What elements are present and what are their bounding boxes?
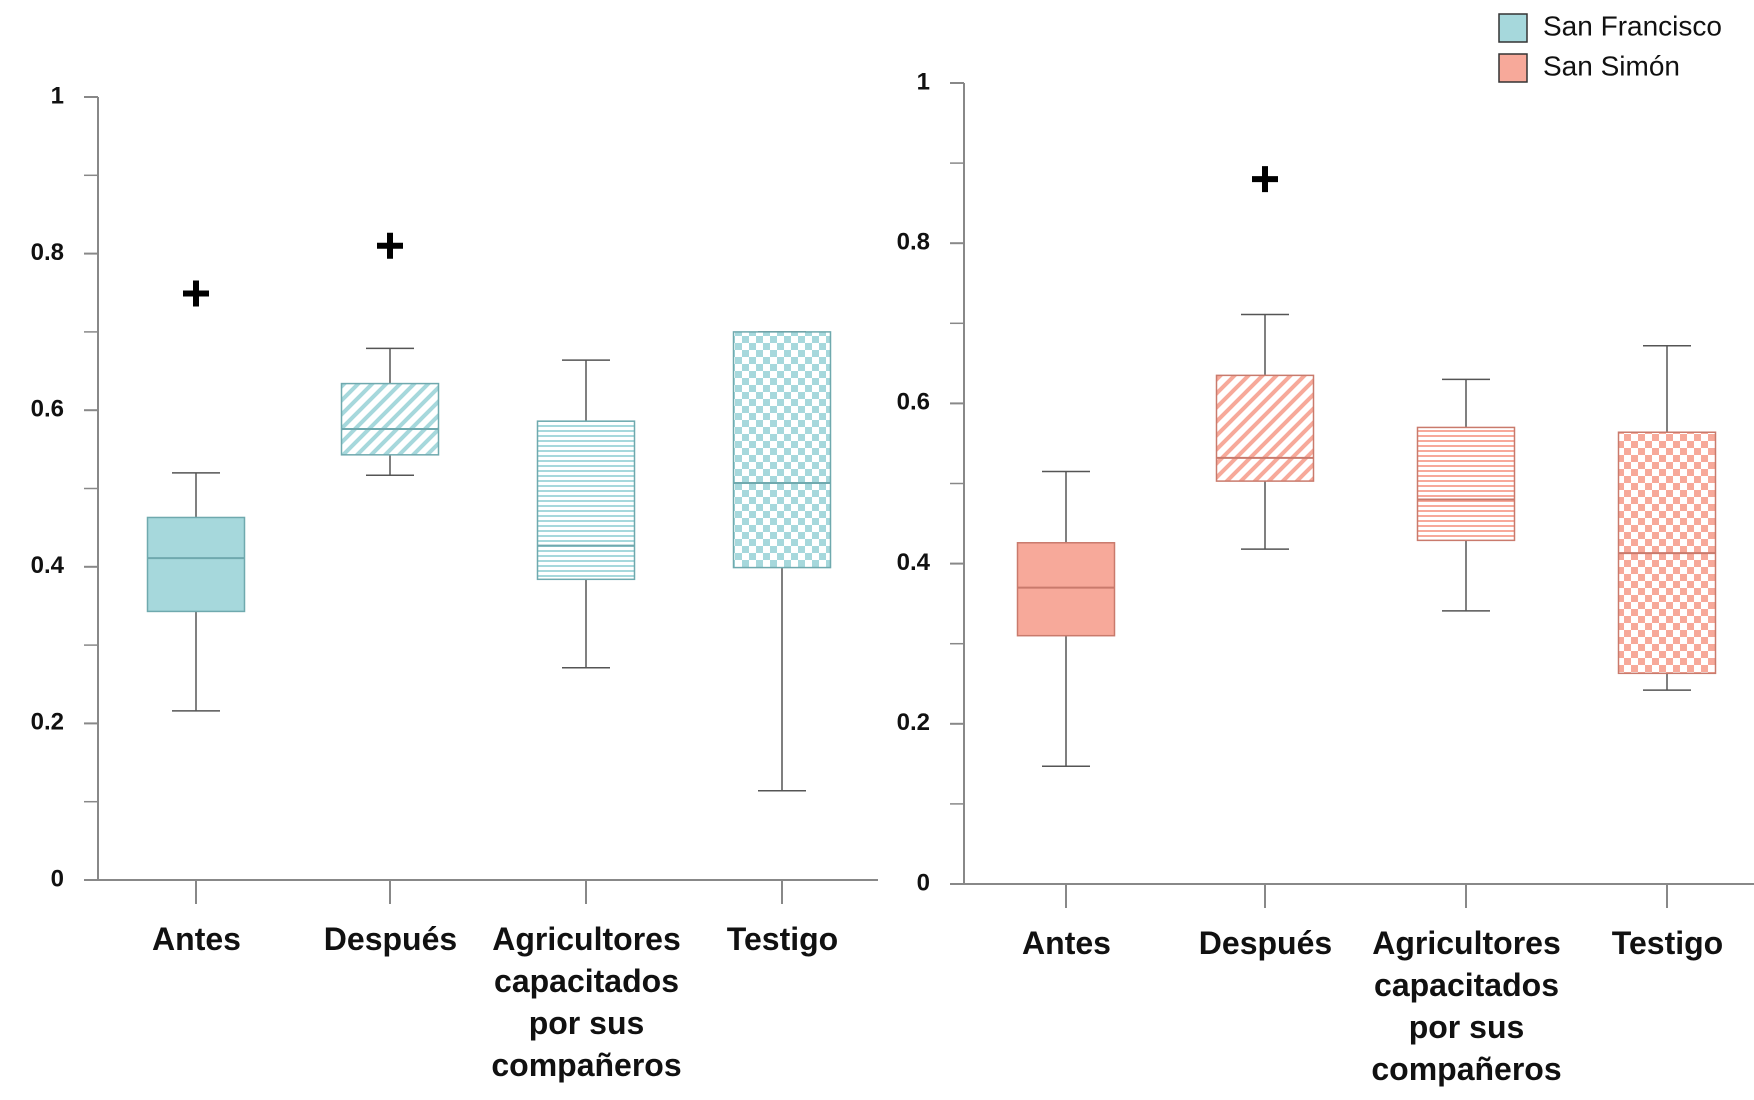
y-tick-label: 0.8 (897, 229, 930, 256)
x-tick-label: Agricultores capacitados por sus compañe… (491, 921, 682, 1083)
box (1215, 374, 1315, 482)
x-tick-label: Testigo (1611, 925, 1724, 961)
x-tick-label: Después (323, 921, 458, 957)
y-tick-label: 0.4 (897, 549, 931, 576)
y-tick-label: 1 (917, 68, 930, 95)
box (1416, 426, 1516, 542)
box-group (1416, 378, 1516, 612)
y-tick-label: 0.6 (31, 396, 64, 423)
box-group (146, 280, 246, 712)
y-tick-label: 0.4 (31, 552, 65, 579)
y-tick-label: 0.2 (31, 709, 64, 736)
x-tick-label: Antes (1022, 925, 1111, 961)
y-tick-label: 0 (917, 869, 930, 896)
x-tick-label: Antes (152, 921, 241, 957)
y-tick-label: 0.2 (897, 709, 930, 736)
outlier (377, 232, 403, 259)
box (732, 331, 832, 569)
y-tick-label: 1 (51, 82, 64, 109)
box-group (1215, 166, 1315, 550)
outlier (183, 280, 209, 307)
x-tick-label: Testigo (726, 921, 839, 957)
box-group (1617, 344, 1717, 691)
box (536, 420, 636, 581)
box (1016, 542, 1116, 637)
box-group (340, 232, 440, 476)
x-tick-label: Después (1198, 925, 1333, 961)
y-tick-label: 0.8 (31, 239, 64, 266)
y-tick-label: 0.6 (897, 389, 930, 416)
legend-swatch (1498, 53, 1528, 83)
box-group (1016, 470, 1116, 768)
legend-label: San Simón (1543, 50, 1680, 81)
box (340, 382, 440, 456)
outlier (1252, 166, 1278, 193)
x-tick-label: Agricultores capacitados por sus compañe… (1371, 925, 1562, 1087)
box (146, 516, 246, 613)
legend-swatch (1498, 13, 1528, 43)
y-tick-label: 0 (51, 865, 64, 892)
legend-label: San Francisco (1543, 10, 1722, 41)
box-group (536, 359, 636, 669)
box-group (732, 331, 832, 792)
